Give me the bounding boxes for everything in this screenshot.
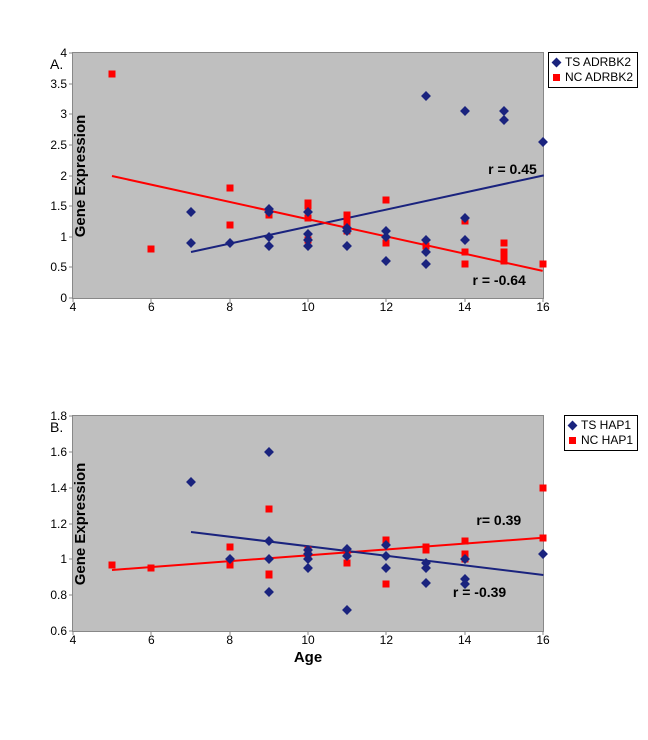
r-value-label: r = -0.64 <box>473 272 526 288</box>
data-point <box>109 71 116 78</box>
data-point <box>303 563 313 573</box>
chart-panel: TS HAP1NC HAP1B.Huntingtin-Associated Pr… <box>10 415 638 710</box>
r-value-label: r = -0.39 <box>453 584 506 600</box>
legend-label: TS HAP1 <box>581 418 631 433</box>
ts-legend-marker <box>568 421 578 431</box>
data-point <box>422 547 429 554</box>
data-point <box>460 235 470 245</box>
data-point <box>383 197 390 204</box>
data-point <box>264 536 274 546</box>
data-point <box>225 238 235 248</box>
data-point <box>226 221 233 228</box>
data-point <box>226 543 233 550</box>
x-axis-label: Age <box>294 649 322 666</box>
trend-line <box>190 175 543 254</box>
data-point <box>421 578 431 588</box>
data-point <box>499 115 509 125</box>
data-point <box>461 249 468 256</box>
nc-legend-marker <box>553 74 560 81</box>
legend: TS ADRBK2NC ADRBK2 <box>548 52 638 88</box>
legend-label: NC HAP1 <box>581 433 633 448</box>
data-point <box>460 106 470 116</box>
ts-legend-marker <box>552 58 562 68</box>
data-point <box>381 551 391 561</box>
data-point <box>461 538 468 545</box>
data-point <box>540 261 547 268</box>
data-point <box>264 241 274 251</box>
data-point <box>421 91 431 101</box>
data-point <box>540 484 547 491</box>
plot-area: 0.60.811.21.41.61.846810121416r= 0.39r =… <box>72 415 544 632</box>
y-axis-label: Gene Expression <box>72 462 89 585</box>
trend-line <box>190 531 543 576</box>
data-point <box>540 534 547 541</box>
data-point <box>383 581 390 588</box>
data-point <box>148 246 155 253</box>
data-point <box>265 506 272 513</box>
r-value-label: r = 0.45 <box>488 161 537 177</box>
data-point <box>264 554 274 564</box>
data-point <box>342 605 352 615</box>
data-point <box>538 549 548 559</box>
data-point <box>500 239 507 246</box>
data-point <box>500 258 507 265</box>
data-point <box>538 137 548 147</box>
nc-legend-marker <box>569 437 576 444</box>
r-value-label: r= 0.39 <box>476 512 521 528</box>
plot-area: 00.511.522.533.5446810121416r = 0.45r = … <box>72 52 544 299</box>
data-point <box>186 477 196 487</box>
data-point <box>148 565 155 572</box>
legend: TS HAP1NC HAP1 <box>564 415 638 451</box>
legend-label: TS ADRBK2 <box>565 55 631 70</box>
legend-label: NC ADRBK2 <box>565 70 633 85</box>
data-point <box>421 259 431 269</box>
data-point <box>186 207 196 217</box>
data-point <box>342 241 352 251</box>
chart-panel: TS ADRBK2NC ADRBK2A.Beta-Adrenergic Rece… <box>10 52 638 377</box>
data-point <box>186 238 196 248</box>
data-point <box>264 587 274 597</box>
y-axis-label: Gene Expression <box>72 114 89 237</box>
data-point <box>381 563 391 573</box>
data-point <box>226 184 233 191</box>
data-point <box>381 256 391 266</box>
data-point <box>109 561 116 568</box>
data-point <box>461 261 468 268</box>
data-point <box>499 106 509 116</box>
data-point <box>264 447 274 457</box>
data-point <box>265 572 272 579</box>
